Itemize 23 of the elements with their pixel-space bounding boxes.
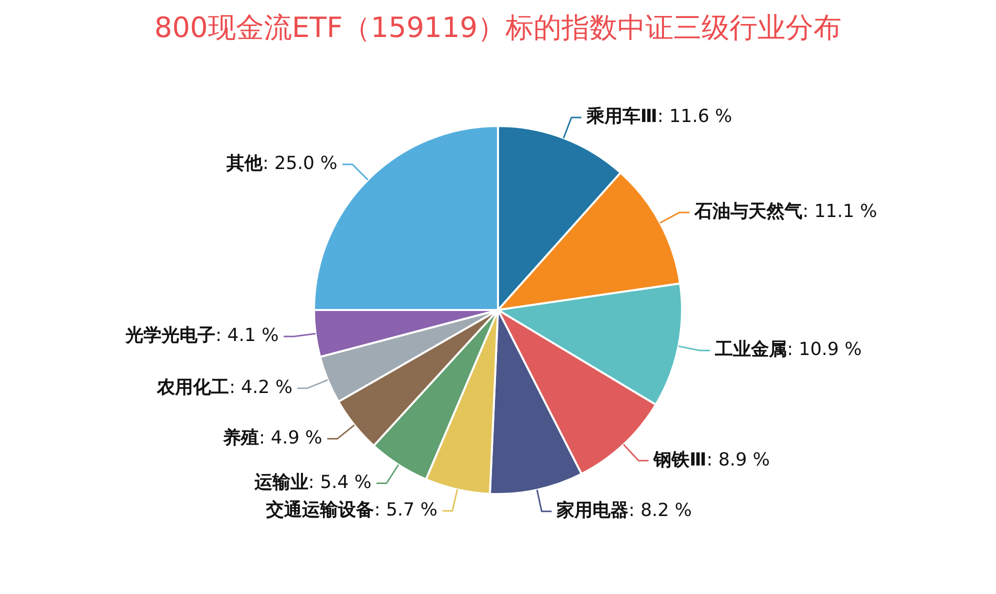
data-label: : 25.0 % [262,153,338,174]
slice-label: 家用电器 [556,500,629,521]
data-label: : 8.9 % [706,449,770,470]
data-label: : 5.7 % [374,500,438,521]
slice-label: 农用化工 [156,376,230,398]
data-label: : 10.9 % [786,339,862,360]
data-label: : 11.6 % [657,106,732,128]
slice-label: 石油与天然气 [693,201,802,222]
data-label: : 4.9 % [258,427,322,448]
data-label: : 4.2 % [229,376,292,398]
slice-label: 养殖 [222,427,259,448]
data-label: : 4.1 % [215,325,279,346]
slice-label: 交通运输设备 [265,500,374,521]
data-label: : 5.4 % [308,472,372,493]
data-label: : 8.2 % [628,500,692,521]
data-label: : 11.1 % [802,201,878,222]
slice-label: 工业金属 [714,339,787,360]
slice-label: 运输业 [253,472,308,493]
slice-label: 乘用车Ⅲ [585,106,658,128]
slice-label: 其他 [226,153,264,174]
slice-label: 钢铁Ⅲ [652,449,707,470]
chart-title: 800现金流ETF（159119）标的指数中证三级行业分布 [153,10,843,46]
slice-label: 光学光电子 [124,325,216,346]
